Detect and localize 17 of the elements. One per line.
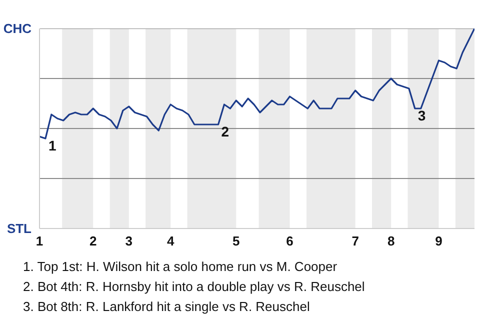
x-tick-label: 7: [352, 234, 359, 248]
text: 1. Top 1st: H. Wilson hit a solo home run vs M. Cooper: [23, 258, 338, 276]
annotation: 3: [418, 108, 426, 124]
text: STL: [6, 221, 32, 236]
text: CHC: [3, 21, 32, 36]
x-tick-label: 3: [125, 234, 133, 248]
text: 2. Bot 4th: R. Hornsby hit into a double play vs R. Reuschel: [23, 278, 365, 296]
annotation: 1: [48, 138, 56, 154]
x-tick-label: 6: [286, 234, 294, 248]
x-tick-label: 1: [36, 234, 44, 248]
x-tick-label: 5: [232, 234, 240, 248]
x-tick-label: 2: [90, 234, 97, 248]
x-tick-label: 4: [166, 234, 175, 248]
x-tick-label: 9: [435, 234, 442, 248]
annotation: 2: [221, 124, 230, 140]
x-tick-label: 8: [387, 234, 395, 248]
text: 3. Bot 8th: R. Lankford hit a single vs R. Reuschel: [23, 298, 311, 316]
